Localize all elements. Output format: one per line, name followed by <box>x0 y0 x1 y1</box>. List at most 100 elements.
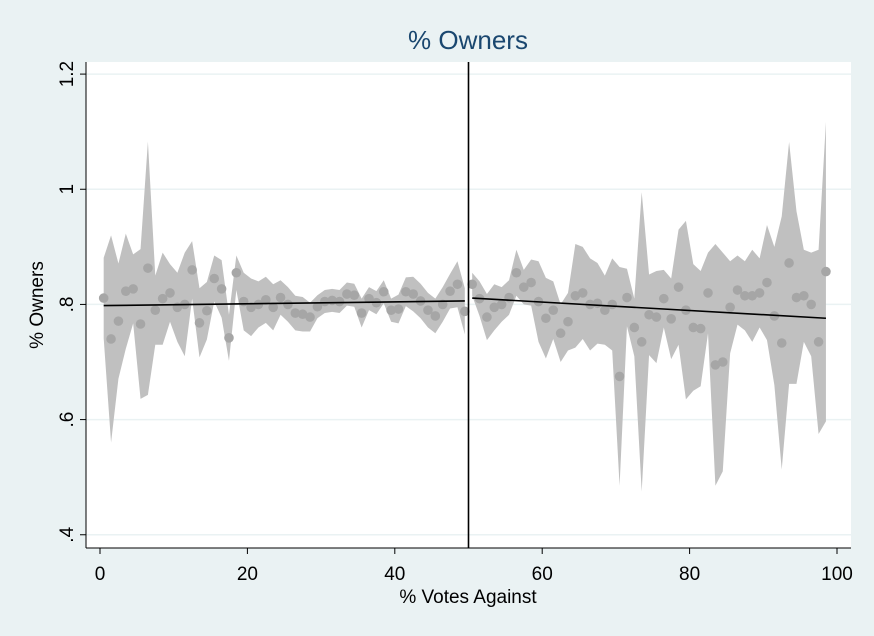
data-point <box>253 299 264 310</box>
data-point <box>570 290 581 301</box>
data-point <box>791 292 802 303</box>
data-point <box>813 337 824 347</box>
data-point <box>496 299 507 310</box>
data-point <box>261 295 271 305</box>
data-point <box>526 277 536 288</box>
data-point <box>489 302 500 313</box>
data-point <box>143 263 153 273</box>
data-point <box>659 293 669 304</box>
data-point <box>283 299 293 310</box>
data-point <box>297 309 308 320</box>
chart-title: % Owners <box>408 25 528 55</box>
data-point <box>607 299 618 310</box>
y-axis-label: % Owners <box>27 261 48 349</box>
data-point <box>725 302 735 313</box>
data-point <box>113 316 124 326</box>
data-point <box>305 312 315 322</box>
data-point <box>460 306 470 317</box>
y-tick-label: 1.2 <box>57 61 78 87</box>
data-point <box>799 290 809 301</box>
data-point <box>356 308 367 318</box>
data-point <box>268 302 278 313</box>
data-point <box>423 305 433 315</box>
data-point <box>334 296 345 307</box>
data-point <box>651 312 662 322</box>
data-point <box>216 284 227 294</box>
data-point <box>511 267 522 278</box>
data-point <box>231 267 242 278</box>
data-point <box>150 305 161 315</box>
data-point <box>784 258 794 268</box>
data-point <box>695 323 706 334</box>
data-point <box>717 357 728 367</box>
data-point <box>636 337 647 347</box>
data-point <box>740 290 750 301</box>
confidence-band <box>472 121 826 492</box>
data-point <box>776 338 787 348</box>
data-point <box>290 308 301 318</box>
data-point <box>629 322 640 333</box>
data-point <box>408 289 419 299</box>
data-point <box>762 277 772 288</box>
data-point <box>194 318 205 328</box>
data-point <box>563 316 573 327</box>
data-point <box>312 301 323 312</box>
data-point <box>106 334 116 344</box>
data-point <box>452 279 463 290</box>
data-point <box>555 328 566 339</box>
x-tick-label: 100 <box>821 564 853 585</box>
data-point <box>165 288 175 298</box>
data-point <box>821 266 831 277</box>
data-point <box>732 285 743 295</box>
x-tick-label: 80 <box>679 564 700 585</box>
data-point <box>378 286 389 297</box>
data-point <box>128 284 138 294</box>
y-tick-label: 1 <box>57 184 78 195</box>
data-point <box>120 286 131 296</box>
x-tick-label: 60 <box>532 564 553 585</box>
data-point <box>187 265 197 275</box>
data-point <box>202 305 212 316</box>
data-point <box>548 305 559 315</box>
data-point <box>401 286 411 297</box>
data-point <box>541 313 551 324</box>
data-point <box>246 302 256 313</box>
data-point <box>364 293 374 304</box>
fit-line <box>103 300 465 307</box>
data-point <box>673 282 684 292</box>
data-point <box>386 305 396 315</box>
data-point <box>445 286 455 296</box>
x-tick-label: 20 <box>237 564 258 585</box>
y-tick-label: .4 <box>57 526 78 542</box>
data-point <box>710 360 721 370</box>
data-point <box>577 288 588 298</box>
data-point <box>482 312 492 322</box>
y-tick-label: .8 <box>57 296 78 312</box>
data-point <box>135 319 146 329</box>
y-tick-label: .6 <box>57 412 78 428</box>
data-point <box>393 304 404 314</box>
data-point <box>614 371 625 382</box>
fit-line <box>472 297 826 320</box>
data-point <box>703 288 713 298</box>
data-point <box>275 292 286 303</box>
data-point <box>157 293 168 304</box>
data-point <box>666 314 676 324</box>
data-point <box>467 279 477 290</box>
data-point <box>224 333 234 343</box>
x-tick-label: 40 <box>384 564 405 585</box>
data-point <box>644 309 654 320</box>
data-point <box>592 298 603 309</box>
data-point <box>98 293 109 303</box>
data-point <box>319 296 330 307</box>
data-point <box>600 305 610 315</box>
data-point <box>209 273 220 284</box>
data-point <box>622 292 632 303</box>
data-point <box>806 299 817 310</box>
data-point <box>754 288 765 298</box>
data-point <box>747 290 758 301</box>
data-point <box>349 290 360 301</box>
confidence-band <box>103 141 465 443</box>
data-point <box>518 282 529 292</box>
